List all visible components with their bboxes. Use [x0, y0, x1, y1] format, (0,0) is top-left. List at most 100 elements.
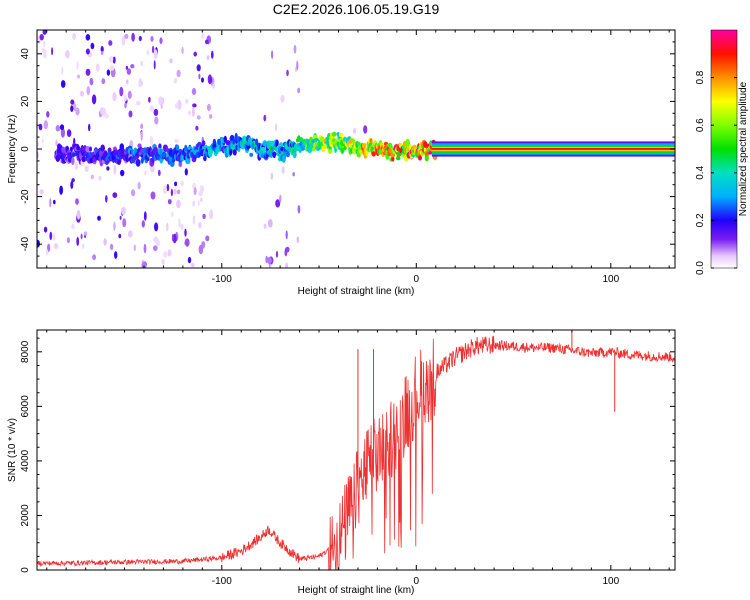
noise-speckle [141, 261, 147, 268]
noise-speckle [196, 115, 201, 120]
noise-speckle [148, 96, 151, 103]
noise-speckle [121, 207, 126, 215]
noise-speckle [209, 209, 214, 220]
ridge-cell [69, 146, 73, 152]
ridge-cell [338, 132, 344, 138]
ridge-cell [85, 146, 91, 153]
noise-speckle [167, 249, 172, 257]
ridge-cell [293, 151, 297, 158]
noise-speckle [263, 223, 267, 229]
noise-speckle [151, 45, 155, 54]
noise-speckle [153, 245, 158, 252]
chart-title: C2E2.2026.106.05.19.G19 [273, 1, 440, 17]
noise-speckle [297, 87, 301, 94]
noise-speckle [85, 48, 90, 55]
noise-speckle [149, 105, 154, 112]
y-tick-label: -20 [20, 189, 31, 204]
noise-speckle [108, 56, 114, 63]
noise-speckle [267, 219, 273, 228]
noise-speckle [120, 169, 125, 177]
noise-speckle [150, 36, 154, 42]
noise-speckle [177, 99, 182, 110]
noise-speckle [126, 79, 129, 85]
ridge-cell [340, 147, 345, 153]
noise-speckle [184, 99, 189, 104]
noise-speckle [46, 111, 50, 118]
noise-speckle [198, 244, 204, 255]
noise-speckle [209, 114, 213, 119]
ridge-cell [387, 142, 393, 148]
noise-speckle [169, 58, 173, 64]
noise-speckle [70, 99, 75, 105]
noise-speckle [100, 51, 104, 55]
ridge-cell [242, 135, 247, 141]
y-tick-label: 0 [20, 146, 31, 152]
noise-speckle [128, 110, 133, 118]
noise-speckle [37, 141, 40, 147]
noise-speckle [180, 180, 184, 187]
noise-speckle [140, 60, 143, 67]
noise-speckle [135, 100, 141, 106]
noise-speckle [199, 185, 205, 193]
noise-speckle [53, 243, 59, 250]
noise-speckle [190, 262, 195, 268]
noise-speckle [280, 94, 285, 103]
ridge-cell [390, 152, 396, 158]
ridge-cell [262, 140, 267, 147]
colorbar-gradient [710, 29, 738, 269]
noise-speckle [127, 90, 132, 99]
noise-speckle [130, 189, 136, 197]
ridge-cell [135, 160, 141, 167]
noise-speckle [106, 69, 111, 76]
noise-speckle [109, 65, 115, 71]
noise-speckle [161, 259, 165, 265]
noise-speckle [166, 222, 169, 232]
ridge-cell [197, 141, 202, 147]
noise-speckle [201, 32, 205, 39]
noise-speckle [198, 73, 201, 80]
noise-speckle [119, 215, 122, 220]
noise-speckle [105, 195, 108, 203]
ridge-cell [203, 155, 207, 162]
heatmap-x-ticks: -100 0 100 [46, 30, 670, 285]
noise-speckle [72, 32, 76, 41]
noise-speckle [80, 233, 83, 240]
ridge-cell [348, 143, 353, 148]
noise-speckle [71, 178, 75, 183]
noise-speckle [112, 56, 116, 64]
noise-speckle [184, 168, 188, 176]
ridge-cell [418, 155, 422, 161]
ridge-cell [424, 155, 429, 162]
noise-speckle [174, 138, 179, 143]
snr-y-axis-label: SNR (10 * v/v) [7, 418, 18, 482]
colorbar-tick-label: 0.2 [695, 213, 706, 227]
noise-speckle [109, 243, 114, 250]
noise-speckle [70, 180, 74, 189]
noise-speckle [171, 233, 174, 242]
noise-speckle [98, 176, 102, 181]
colorbar-tick-label: 0.0 [695, 261, 706, 275]
noise-speckle [45, 249, 49, 256]
noise-speckle [267, 256, 272, 265]
ridge-cell [225, 140, 231, 146]
noise-speckle [112, 192, 118, 199]
noise-speckle [143, 211, 147, 221]
noise-speckle [66, 237, 70, 244]
ridge-cell [176, 144, 180, 151]
noise-speckle [206, 55, 210, 60]
noise-speckle [285, 230, 288, 240]
noise-speckle [76, 236, 80, 246]
noise-speckle [90, 174, 94, 180]
noise-speckle [43, 120, 48, 130]
y-tick-label: 4000 [20, 449, 31, 472]
colorbar-tick-label: 0.8 [695, 70, 706, 84]
x-tick-label: 100 [602, 274, 619, 285]
y-tick-label: 0 [20, 567, 31, 573]
noise-speckle [143, 243, 147, 254]
noise-speckle [270, 172, 274, 180]
noise-speckle [167, 199, 172, 205]
noise-speckle [285, 262, 289, 268]
ridge-cell [249, 152, 254, 157]
noise-speckle [141, 220, 145, 228]
ridge-cell [153, 146, 158, 153]
